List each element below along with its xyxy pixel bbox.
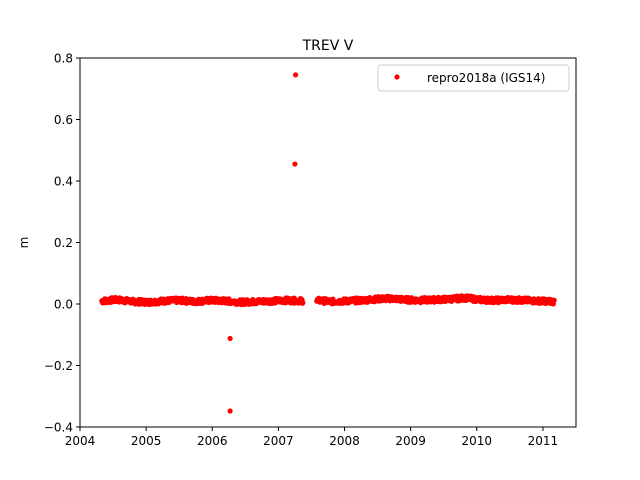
x-tick-label: 2010 (462, 434, 493, 448)
y-axis-label: m (17, 237, 31, 249)
y-tick-label: −0.4 (44, 421, 73, 435)
y-tick-label: 0.0 (54, 298, 73, 312)
outlier-point (292, 72, 299, 78)
legend-marker (394, 74, 400, 80)
y-tick-label: 0.8 (54, 52, 73, 66)
x-tick-label: 2007 (263, 434, 294, 448)
y-tick-label: −0.2 (44, 359, 73, 373)
outlier-point (227, 408, 233, 414)
x-axis-ticks: 2004 2005 2006 2007 2008 2009 2010 2011 (65, 427, 558, 448)
data-points (99, 72, 557, 414)
data-point (300, 300, 306, 306)
x-tick-label: 2005 (131, 434, 162, 448)
outlier-point (292, 161, 298, 167)
x-tick-label: 2011 (528, 434, 559, 448)
y-tick-label: 0.2 (54, 236, 73, 250)
x-tick-label: 2009 (395, 434, 426, 448)
axes-frame (79, 57, 577, 428)
data-point (551, 297, 557, 303)
x-tick-label: 2004 (65, 434, 96, 448)
legend-box (377, 64, 570, 92)
y-tick-label: 0.6 (54, 113, 73, 127)
x-tick-label: 2008 (329, 434, 360, 448)
y-axis-ticks: −0.4 −0.2 0.0 0.2 0.4 0.6 0.8 (44, 52, 80, 435)
x-tick-label: 2006 (197, 434, 228, 448)
chart-title: TREV V (302, 38, 354, 54)
legend: repro2018a (IGS14) (377, 64, 570, 92)
y-tick-label: 0.4 (54, 175, 73, 189)
outlier-point (227, 335, 233, 342)
legend-label: repro2018a (IGS14) (427, 71, 545, 85)
